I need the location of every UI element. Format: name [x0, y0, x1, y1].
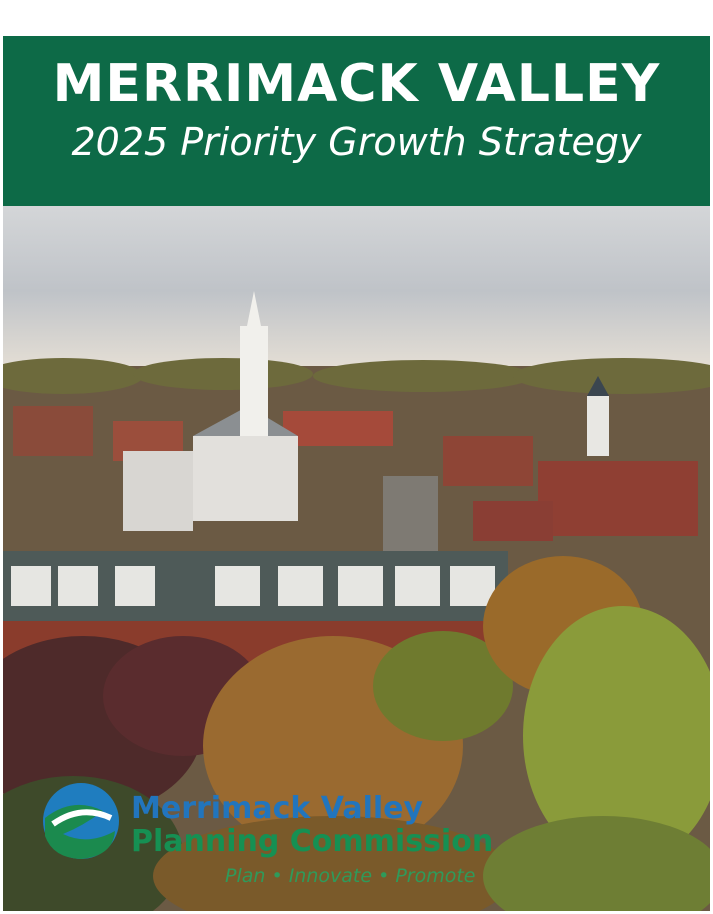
- logo-tagline: Plan • Innovate • Promote: [225, 865, 476, 887]
- cover-photo: Merrimack Valley Planning Commission Pla…: [3, 206, 710, 911]
- page: {"header": {"title": "MERRIMACK VALLEY",…: [0, 0, 713, 914]
- title-banner: MERRIMACK VALLEY 2025 Priority Growth St…: [3, 36, 710, 206]
- logo-line2: Planning Commission: [131, 824, 493, 859]
- logo-line1: Merrimack Valley: [131, 791, 423, 826]
- subtitle: 2025 Priority Growth Strategy: [3, 116, 710, 168]
- sky: [3, 206, 710, 376]
- title: MERRIMACK VALLEY: [3, 36, 710, 116]
